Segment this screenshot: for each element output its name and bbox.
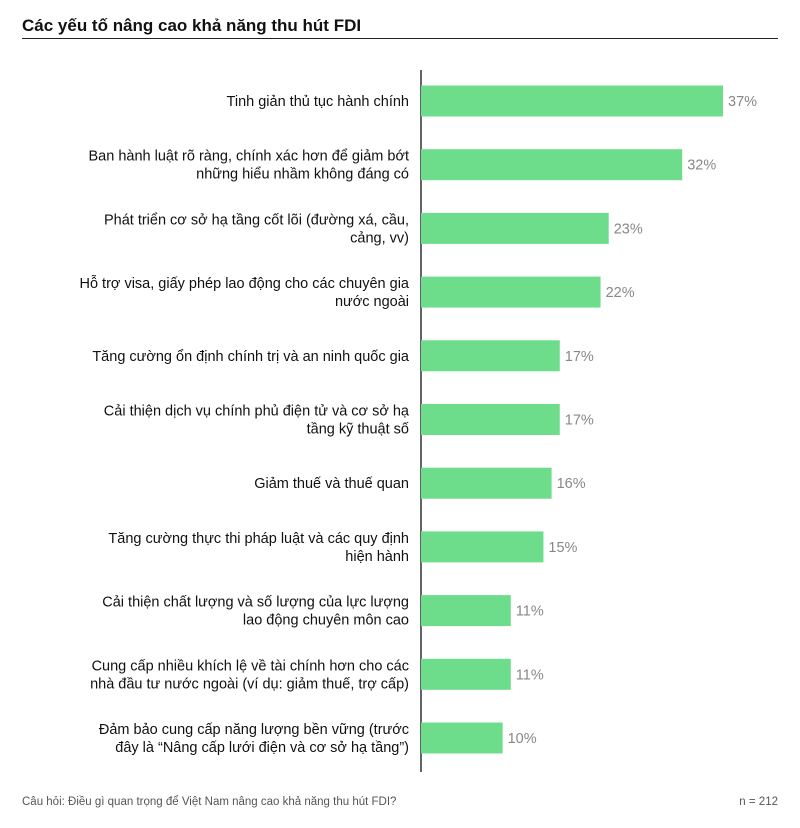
survey-question: Câu hỏi: Điều gì quan trọng để Việt Nam … <box>22 796 397 808</box>
value-label: 22% <box>606 285 635 301</box>
category-label: nước ngoài <box>335 294 409 310</box>
value-label: 37% <box>728 94 757 110</box>
category-label: Cải thiện chất lượng và số lượng của lực… <box>102 595 409 611</box>
bar <box>421 212 609 244</box>
value-label: 11% <box>516 604 544 620</box>
category-label: Tăng cường ổn định chính trị và an ninh … <box>92 349 410 365</box>
category-label: cảng, vv) <box>350 230 409 246</box>
bar <box>421 531 544 563</box>
category-label: Đảm bảo cung cấp năng lượng bền vững (tr… <box>99 722 409 738</box>
bar <box>421 85 723 117</box>
bar <box>421 722 503 754</box>
bar <box>421 595 511 627</box>
value-label: 16% <box>557 476 586 492</box>
bar <box>421 467 552 499</box>
sample-size: n = 212 <box>739 796 778 808</box>
value-label: 32% <box>687 158 716 174</box>
category-label: nhà đầu tư nước ngoài (ví dụ: giảm thuế,… <box>90 676 409 692</box>
value-label: 17% <box>565 413 594 429</box>
category-label: lao động chuyên môn cao <box>243 613 409 629</box>
value-label: 15% <box>548 540 577 556</box>
category-label: tầng kỹ thuật số <box>307 422 409 438</box>
category-label: Hỗ trợ visa, giấy phép lao động cho các … <box>79 275 409 292</box>
bar <box>421 149 683 181</box>
value-label: 17% <box>565 349 594 365</box>
value-label: 10% <box>508 731 537 747</box>
category-label: Tăng cường thực thi pháp luật và các quy… <box>108 531 409 547</box>
category-label: Tinh giản thủ tục hành chính <box>227 94 409 110</box>
chart-title: Các yếu tố nâng cao khả năng thu hút FDI <box>22 16 362 35</box>
category-label: Giảm thuế và thuế quan <box>254 476 409 492</box>
category-label: Cải thiện dịch vụ chính phủ điện tử và c… <box>104 404 410 420</box>
category-label: hiện hành <box>345 549 409 565</box>
category-label: Phát triển cơ sở hạ tầng cốt lõi (đường … <box>104 212 409 228</box>
bar-chart: 37% Tinh giản thủ tục hành chính 32% Ban hà… <box>79 70 757 772</box>
bar <box>421 658 511 690</box>
bar <box>421 404 560 435</box>
value-label: 11% <box>516 667 544 683</box>
title-divider <box>22 38 778 39</box>
bar <box>421 340 560 372</box>
category-label: Ban hành luật rõ ràng, chính xác hơn để … <box>89 149 410 165</box>
category-label: Cung cấp nhiều khích lệ về tài chính hơn… <box>92 658 409 674</box>
bar <box>421 276 601 308</box>
category-label: đây là “Nâng cấp lưới điện và cơ sở hạ t… <box>115 740 409 756</box>
category-label: những hiểu nhầm không đáng có <box>196 167 409 183</box>
value-label: 23% <box>614 221 643 237</box>
